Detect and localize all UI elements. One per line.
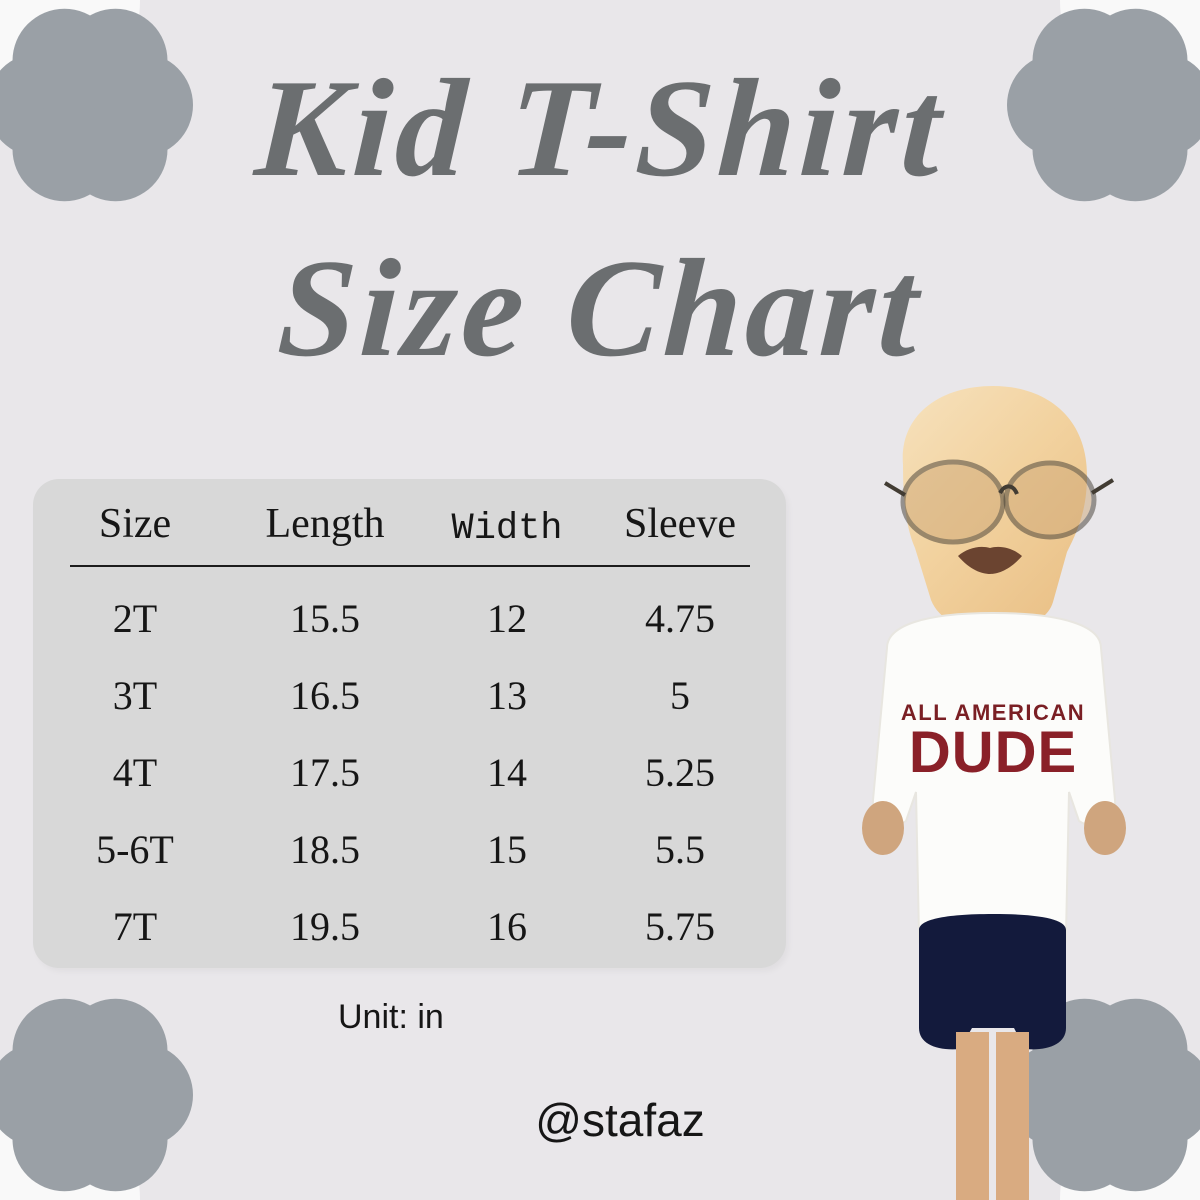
svg-text:DUDE: DUDE [909,720,1077,785]
